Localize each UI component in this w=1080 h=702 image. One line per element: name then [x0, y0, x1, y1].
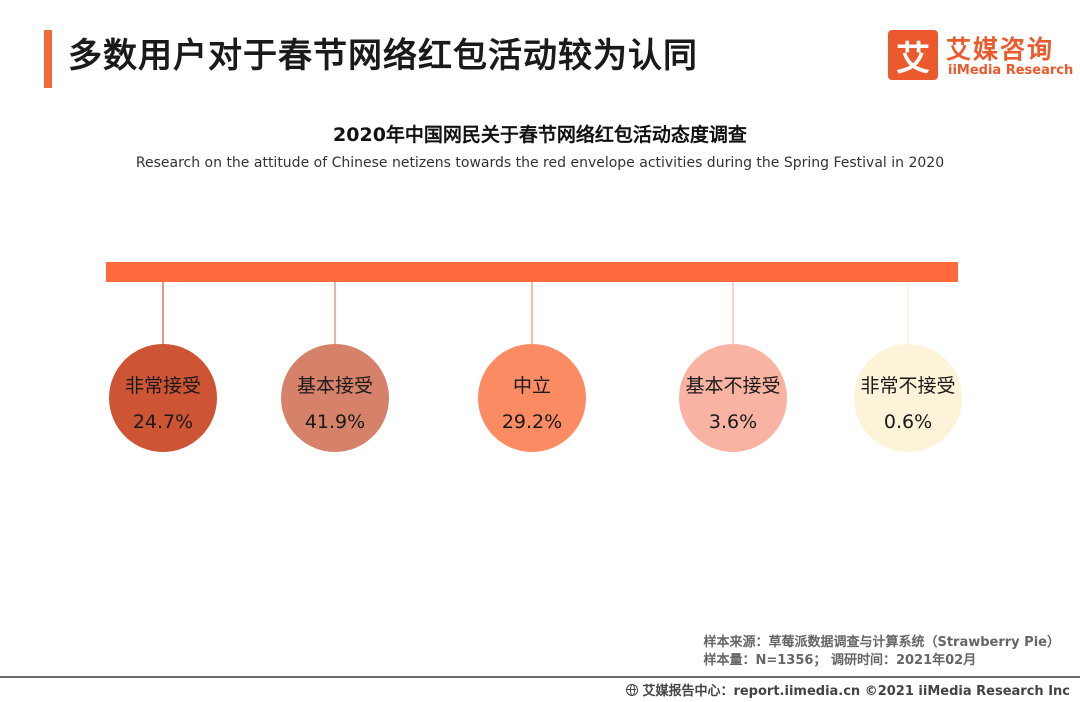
title-accent-bar	[44, 30, 52, 88]
category-label: 基本不接受	[685, 375, 780, 397]
value-label: 0.6%	[884, 411, 932, 433]
footer-divider	[0, 676, 1080, 678]
bubble	[109, 344, 217, 452]
category-label: 非常不接受	[860, 375, 955, 397]
category-label: 基本接受	[297, 375, 373, 397]
footer-credit: 艾媒报告中心：report.iimedia.cn ©2021 iiMedia R…	[626, 680, 1070, 699]
chart-subtitle: Research on the attitude of Chinese neti…	[135, 155, 945, 171]
footer-credit-text: 艾媒报告中心：report.iimedia.cn ©2021 iiMedia R…	[642, 684, 1070, 699]
value-label: 29.2%	[502, 411, 562, 433]
logo-name-cn: 艾媒咨询	[946, 35, 1055, 64]
bubble	[478, 344, 586, 452]
top-bar	[106, 262, 958, 282]
category-label: 非常接受	[125, 375, 201, 397]
bubble	[679, 344, 787, 452]
page-title: 多数用户对于春节网络红包活动较为认同	[68, 36, 698, 76]
value-label: 3.6%	[709, 411, 757, 433]
source-line-2: 样本量：N=1356； 调研时间：2021年02月	[703, 653, 977, 668]
value-label: 41.9%	[305, 411, 365, 433]
brand-logo: 艾 艾媒咨询 iiMedia Research	[888, 30, 1073, 84]
value-label: 24.7%	[133, 411, 193, 433]
globe-icon	[626, 683, 639, 696]
bubble	[854, 344, 962, 452]
logo-name-en: iiMedia Research	[948, 63, 1074, 78]
logo-mark: 艾	[888, 30, 938, 80]
source-note: 样本来源：草莓派数据调查与计算系统（Strawberry Pie） 样本量：N=…	[703, 634, 1060, 670]
bubble	[281, 344, 389, 452]
category-label: 中立	[513, 375, 551, 397]
chart-title: 2020年中国网民关于春节网络红包活动态度调查	[333, 124, 747, 146]
attitude-chart: 非常接受 24.7% 基本接受 41.9% 中立 29.2% 基本不接受 3.6% 非常不接受 0…	[106, 262, 962, 452]
source-line-1: 样本来源：草莓派数据调查与计算系统（Strawberry Pie）	[703, 635, 1060, 650]
